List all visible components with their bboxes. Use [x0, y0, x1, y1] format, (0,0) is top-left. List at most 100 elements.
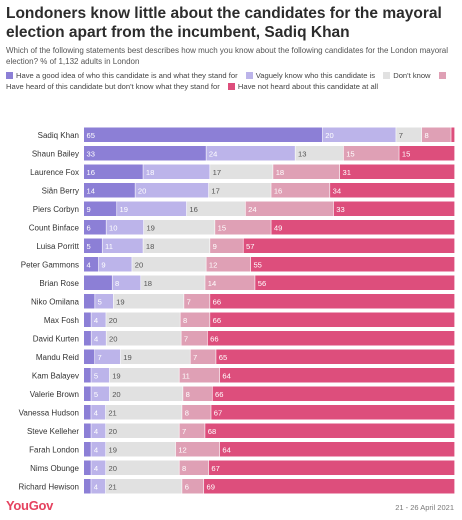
data-label: 8 — [183, 316, 187, 325]
bar-segment — [91, 312, 106, 327]
legend-swatch-vaguely-know — [245, 72, 253, 79]
data-label: 66 — [213, 297, 221, 306]
bar-segment — [183, 386, 212, 401]
bar-segment — [180, 312, 210, 327]
data-label: 56 — [258, 279, 266, 288]
bar-segment — [84, 442, 91, 457]
data-label: 64 — [222, 445, 230, 454]
bar-segment — [339, 164, 455, 179]
category-label: Vanessa Hudson — [19, 408, 79, 417]
bar-segment — [210, 238, 243, 253]
category-label: Siân Berry — [42, 186, 79, 195]
category-label: Valerie Brown — [30, 390, 79, 399]
data-label: 15 — [346, 149, 354, 158]
data-label: 8 — [115, 279, 119, 288]
data-label: 20 — [325, 131, 333, 140]
data-label: 5 — [94, 390, 98, 399]
bar-segment — [271, 183, 330, 198]
data-label: 12 — [209, 260, 217, 269]
bar-segment — [243, 238, 455, 253]
chart-subtitle: Which of the following statements best d… — [6, 46, 449, 66]
data-label: 66 — [213, 316, 221, 325]
yougov-logo: YouGov — [6, 498, 54, 513]
bar-segment — [91, 368, 110, 383]
data-label: 9 — [101, 260, 105, 269]
bar-segment — [106, 312, 180, 327]
bar-segment — [91, 423, 106, 438]
bar-segment — [113, 294, 184, 309]
bar-segment — [84, 294, 95, 309]
bar-segment — [91, 405, 106, 420]
data-label: 19 — [109, 445, 117, 454]
data-label: 33 — [87, 149, 95, 158]
bar-segment — [84, 349, 95, 364]
data-label: 18 — [144, 279, 152, 288]
data-label: 19 — [112, 371, 120, 380]
bar-segment — [120, 349, 190, 364]
data-label: 57 — [246, 242, 254, 251]
legend-swatch-heard-of — [438, 72, 446, 79]
bar-segment — [106, 423, 179, 438]
bar-segment — [84, 127, 323, 142]
bar-segment — [84, 312, 91, 327]
bar-segment — [84, 146, 206, 161]
bar-segment — [179, 460, 209, 475]
bar-segment — [451, 127, 455, 142]
bar-segment — [95, 349, 121, 364]
category-label: Brian Rose — [39, 279, 79, 288]
bar-segment — [421, 127, 451, 142]
bar-segment — [182, 405, 211, 420]
bar-segment — [109, 368, 179, 383]
data-label: 7 — [182, 427, 186, 436]
data-label: 4 — [94, 427, 98, 436]
bar-segment — [210, 164, 273, 179]
bar-segment — [106, 460, 179, 475]
category-label: David Kurten — [33, 334, 79, 343]
data-label: 21 — [108, 408, 116, 417]
data-label: 9 — [87, 205, 91, 214]
category-label: Mandu Reid — [36, 353, 79, 362]
data-label: 18 — [276, 168, 284, 177]
legend-label-dont-know: Don't know — [393, 71, 431, 80]
bar-segment — [210, 312, 455, 327]
category-label: Sadiq Khan — [38, 131, 79, 140]
data-label: 5 — [98, 297, 102, 306]
data-label: 20 — [109, 427, 117, 436]
category-label: Steve Kelleher — [27, 427, 79, 436]
bar-segment — [211, 405, 455, 420]
legend-item-vaguely-know: Vaguely know who this candidate is — [245, 71, 375, 80]
legend-swatch-good-idea — [6, 72, 13, 79]
data-label: 68 — [208, 427, 216, 436]
data-label: 33 — [336, 205, 344, 214]
legend-label-good-idea: Have a good idea of who this candidate i… — [16, 71, 238, 80]
bar-segment — [207, 331, 455, 346]
bar-segment — [98, 257, 132, 272]
data-label: 21 — [108, 482, 116, 491]
data-label: 66 — [215, 390, 223, 399]
data-label: 20 — [109, 464, 117, 473]
data-label: 8 — [424, 131, 428, 140]
category-label: Count Binface — [29, 223, 80, 232]
legend-label-heard-of: Have heard of this candidate but don't k… — [6, 82, 220, 91]
data-label: 4 — [94, 334, 98, 343]
bar-segment — [219, 368, 455, 383]
chart-title: Londoners know little about the candidat… — [6, 5, 442, 41]
data-label: 19 — [120, 205, 128, 214]
data-label: 24 — [248, 205, 256, 214]
bar-segment — [84, 479, 91, 494]
bar-segment — [106, 220, 144, 235]
bar-segment — [204, 479, 455, 494]
data-label: 7 — [399, 131, 403, 140]
data-label: 4 — [94, 482, 98, 491]
bar-segment — [117, 201, 187, 216]
data-label: 20 — [135, 260, 143, 269]
bar-segment — [91, 460, 106, 475]
category-label: Farah London — [29, 445, 79, 454]
bar-segment — [396, 127, 422, 142]
bar-segment — [208, 460, 455, 475]
data-label: 8 — [185, 408, 189, 417]
bar-segment — [399, 146, 455, 161]
category-label: Laurence Fox — [30, 168, 79, 177]
data-label: 7 — [187, 297, 191, 306]
data-label: 9 — [213, 242, 217, 251]
